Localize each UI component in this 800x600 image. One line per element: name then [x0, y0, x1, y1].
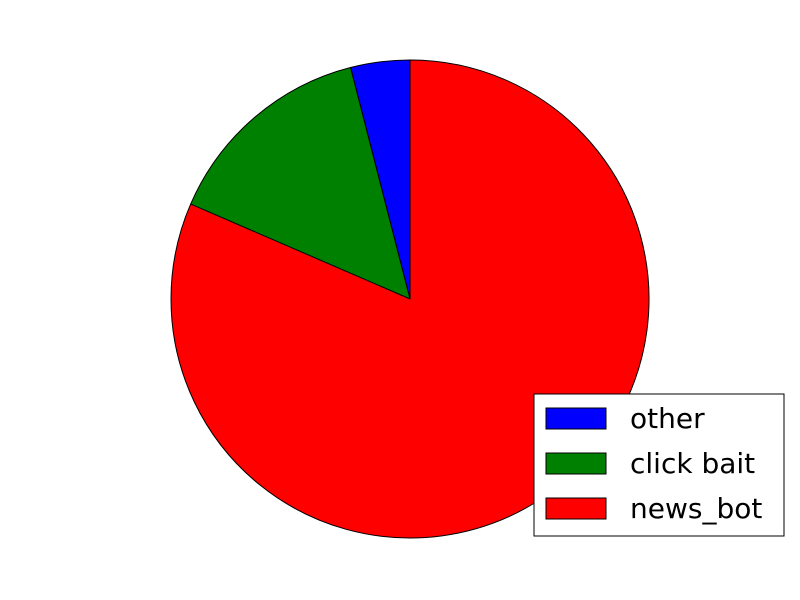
legend-swatch-other [545, 407, 607, 430]
legend-swatch-news-bot [545, 497, 607, 520]
legend-label-other: other [630, 402, 705, 435]
pie-slice-click-bait [190, 67, 411, 300]
legend-swatch-click-bait [545, 452, 607, 475]
legend: other click bait news_bot [533, 393, 785, 537]
legend-label-click-bait: click bait [630, 447, 755, 480]
pie-slices [170, 59, 650, 539]
legend-label-news-bot: news_bot [630, 492, 762, 525]
